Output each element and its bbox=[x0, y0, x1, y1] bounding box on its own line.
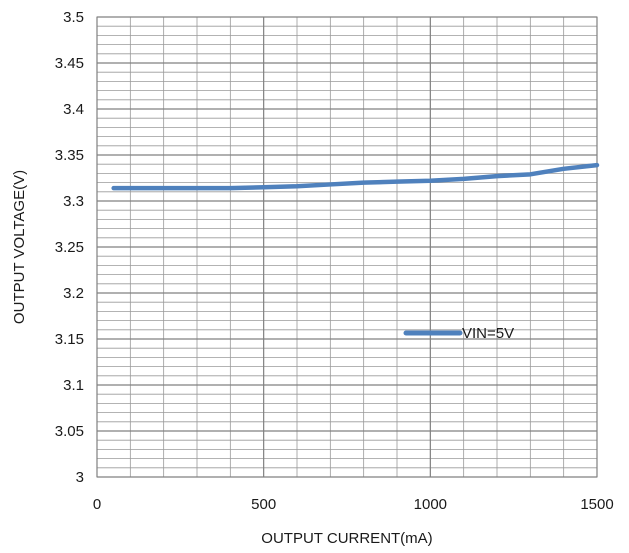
legend-label-vin-5v: VIN=5V bbox=[462, 325, 514, 342]
y-tick-label: 3.45 bbox=[55, 55, 84, 72]
y-tick-label: 3.2 bbox=[63, 285, 84, 302]
y-tick-label: 3.4 bbox=[63, 101, 84, 118]
x-tick-label: 500 bbox=[251, 496, 276, 513]
series-line-0 bbox=[111, 162, 600, 191]
legend: VIN=5V bbox=[403, 325, 514, 342]
x-axis-tick-labels: 0 500 1000 1500 bbox=[93, 496, 614, 513]
y-tick-label: 3.25 bbox=[55, 239, 84, 256]
series-layer bbox=[111, 162, 600, 191]
y-tick-label: 3.3 bbox=[63, 193, 84, 210]
y-axis-tick-labels: 3 3.05 3.1 3.15 3.2 3.25 3.3 3.35 3.4 3.45 3.5 bbox=[55, 9, 84, 486]
x-tick-label: 0 bbox=[93, 496, 101, 513]
y-tick-label: 3.05 bbox=[55, 423, 84, 440]
y-tick-label: 3.5 bbox=[63, 9, 84, 26]
x-tick-label: 1500 bbox=[580, 496, 613, 513]
y-tick-label: 3 bbox=[76, 469, 84, 486]
plot-area-frame bbox=[96, 16, 598, 478]
y-tick-label: 3.35 bbox=[55, 147, 84, 164]
y-tick-label: 3.15 bbox=[55, 331, 84, 348]
x-tick-label: 1000 bbox=[414, 496, 447, 513]
y-axis-title: OUTPUT VOLTAGE(V) bbox=[11, 170, 28, 324]
x-axis-title: OUTPUT CURRENT(mA) bbox=[261, 530, 432, 547]
y-tick-label: 3.1 bbox=[63, 377, 84, 394]
